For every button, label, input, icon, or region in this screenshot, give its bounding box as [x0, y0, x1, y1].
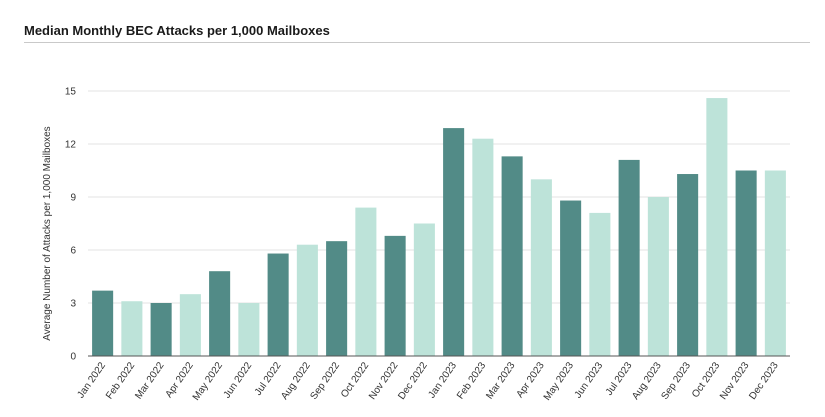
bar [764, 170, 786, 356]
x-tick-label: Sep 2022 [309, 360, 343, 402]
bar [121, 301, 143, 356]
bar [384, 235, 406, 356]
x-tick-label: May 2022 [191, 360, 225, 403]
bar [560, 200, 582, 356]
gridlines [88, 90, 790, 304]
bar [501, 156, 523, 356]
x-tick-label: Apr 2022 [164, 360, 197, 400]
bar [589, 212, 611, 356]
x-tick-label: Jul 2023 [604, 360, 635, 398]
x-tick-label: Jul 2022 [253, 360, 284, 398]
bar [647, 197, 669, 356]
y-tick-label: 9 [70, 193, 76, 204]
y-axis-ticks: 0 3 6 9 12 15 [65, 87, 77, 363]
x-tick-label: May 2023 [542, 360, 576, 403]
bar [706, 98, 728, 357]
bar [618, 159, 640, 356]
bars [92, 98, 786, 357]
y-axis-label: Average Number of Attacks per 1,000 Mail… [42, 126, 53, 340]
x-tick-label: Dec 2023 [747, 360, 781, 402]
bar [238, 303, 260, 356]
bar [530, 179, 552, 356]
x-tick-label: Mar 2022 [133, 360, 166, 401]
bar [735, 170, 757, 356]
y-tick-label: 15 [65, 87, 77, 98]
bar [92, 290, 114, 356]
y-tick-label: 3 [70, 299, 76, 310]
y-tick-label: 0 [70, 352, 76, 363]
bar [296, 244, 318, 356]
x-tick-label: Mar 2023 [484, 360, 517, 401]
x-tick-label: Oct 2023 [690, 360, 723, 400]
x-tick-label: Jun 2023 [573, 360, 606, 400]
bar [326, 241, 348, 356]
bar [413, 223, 435, 356]
bar [150, 303, 172, 356]
x-tick-label: Oct 2022 [339, 360, 372, 400]
bar [472, 138, 494, 356]
x-tick-label: Apr 2023 [515, 360, 548, 400]
bar [179, 294, 201, 356]
y-tick-label: 6 [70, 246, 76, 257]
bar [355, 207, 377, 356]
x-tick-label: Sep 2023 [660, 360, 694, 402]
title-divider [24, 42, 810, 43]
y-tick-label: 12 [65, 140, 77, 151]
bar [443, 128, 465, 356]
bar [677, 174, 699, 356]
bar [267, 253, 289, 356]
chart-title: Median Monthly BEC Attacks per 1,000 Mai… [24, 23, 330, 38]
bar [209, 271, 231, 356]
x-tick-label: Dec 2022 [396, 360, 430, 402]
x-tick-label: Jun 2022 [222, 360, 255, 400]
